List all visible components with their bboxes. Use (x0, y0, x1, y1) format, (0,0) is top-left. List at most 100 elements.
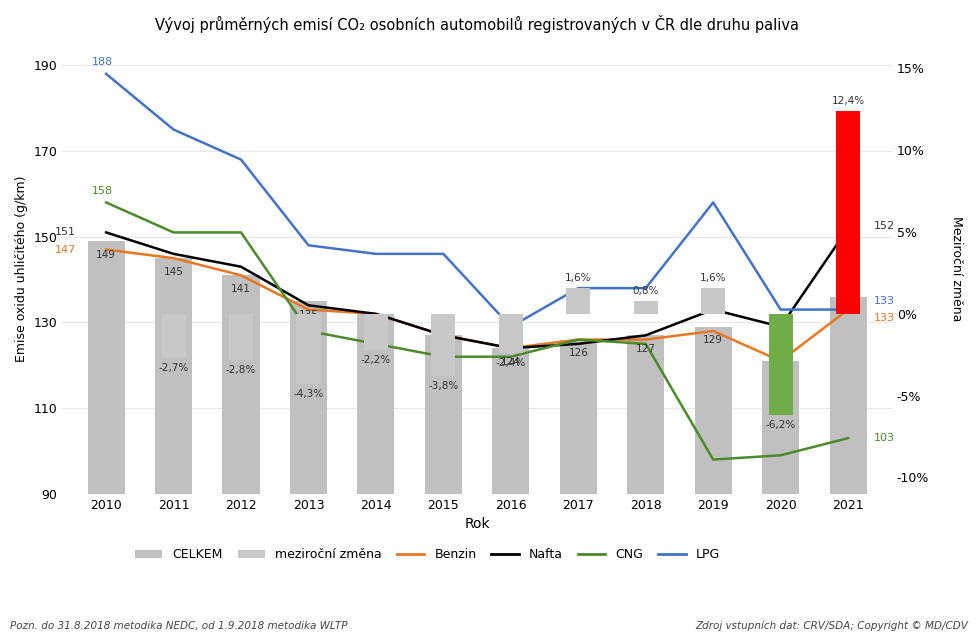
LPG (841, 306, 853, 313)
Text: 135: 135 (298, 310, 319, 320)
CNG (369, 340, 381, 348)
Text: -2,4%: -2,4% (495, 358, 526, 368)
Line: LPG: LPG (106, 74, 847, 327)
Benzin (639, 336, 651, 343)
Nafta (369, 310, 381, 318)
Text: 0,8%: 0,8% (632, 286, 658, 296)
Bar (491, 348, 529, 632)
Text: 133: 133 (872, 296, 894, 306)
Bar (289, 301, 326, 632)
Nafta (437, 332, 448, 339)
LPG (774, 306, 786, 313)
Text: -2,7%: -2,7% (158, 363, 189, 373)
Text: 12,4%: 12,4% (830, 96, 864, 106)
Bar (424, 336, 461, 632)
Bar (626, 336, 663, 632)
Nafta (101, 229, 112, 236)
Nafta (639, 332, 651, 339)
Bar (88, 241, 124, 632)
CNG (572, 336, 583, 343)
Benzin (504, 344, 516, 352)
Bar (828, 296, 866, 632)
Nafta (302, 301, 314, 309)
LPG (504, 323, 516, 331)
Nafta (167, 250, 179, 258)
Benzin (437, 332, 448, 339)
LPG (234, 156, 246, 164)
LPG (437, 250, 448, 258)
Benzin (369, 310, 381, 318)
LPG (167, 126, 179, 133)
CNG (167, 229, 179, 236)
Nafta (572, 340, 583, 348)
CNG (437, 353, 448, 360)
LPG (639, 284, 651, 292)
Bar (701, 288, 725, 314)
CNG (504, 353, 516, 360)
Benzin (841, 306, 853, 313)
Text: -6,2%: -6,2% (765, 420, 795, 430)
Text: 147: 147 (55, 245, 75, 255)
Bar (498, 314, 523, 353)
Bar (761, 361, 798, 632)
Y-axis label: Emise oxidu uhličitého (g/km): Emise oxidu uhličitého (g/km) (15, 176, 28, 362)
Text: Pozn. do 31.8.2018 metodika NEDC, od 1.9.2018 metodika WLTP: Pozn. do 31.8.2018 metodika NEDC, od 1.9… (10, 621, 347, 631)
CNG (234, 229, 246, 236)
Text: 129: 129 (702, 336, 722, 345)
Benzin (572, 336, 583, 343)
Text: 1,6%: 1,6% (700, 273, 726, 283)
Nafta (504, 344, 516, 352)
CNG (302, 327, 314, 335)
Bar (768, 314, 792, 415)
Benzin (234, 272, 246, 279)
Text: 126: 126 (568, 348, 587, 358)
Nafta (774, 323, 786, 331)
Benzin (101, 246, 112, 253)
Text: 127: 127 (635, 344, 655, 354)
Text: 132: 132 (365, 322, 386, 332)
CNG (774, 451, 786, 459)
Text: 152: 152 (872, 221, 894, 231)
Line: CNG: CNG (106, 202, 847, 459)
Text: 151: 151 (55, 228, 75, 238)
Benzin (706, 327, 718, 335)
Text: 121: 121 (770, 370, 789, 380)
LPG (101, 70, 112, 78)
Bar (357, 314, 394, 632)
Text: 188: 188 (92, 58, 113, 68)
Benzin (774, 357, 786, 365)
Bar (229, 314, 253, 360)
LPG (706, 198, 718, 206)
Text: 103: 103 (872, 433, 894, 443)
Benzin (302, 306, 314, 313)
Text: -2,2%: -2,2% (361, 355, 391, 365)
Line: Nafta: Nafta (106, 228, 847, 348)
Bar (633, 301, 658, 314)
Bar (296, 314, 320, 384)
Bar (835, 111, 859, 314)
Nafta (706, 306, 718, 313)
LPG (302, 241, 314, 249)
Line: Benzin: Benzin (106, 250, 847, 361)
Text: 136: 136 (837, 305, 857, 315)
Bar (694, 327, 731, 632)
CNG (639, 340, 651, 348)
CNG (841, 434, 853, 442)
Text: 158: 158 (92, 186, 113, 196)
Benzin (167, 254, 179, 262)
Nafta (841, 224, 853, 232)
Text: -4,3%: -4,3% (293, 389, 323, 399)
Bar (431, 314, 455, 376)
CNG (706, 456, 718, 463)
Bar (559, 339, 596, 632)
Bar (155, 258, 191, 632)
Bar (566, 288, 590, 314)
Y-axis label: Meziroční změna: Meziroční změna (949, 216, 962, 322)
CNG (101, 198, 112, 206)
Bar (161, 314, 186, 358)
Text: 145: 145 (163, 267, 184, 277)
Bar (222, 276, 259, 632)
Text: 141: 141 (231, 284, 251, 294)
Text: 149: 149 (96, 250, 116, 260)
Bar (363, 314, 388, 350)
